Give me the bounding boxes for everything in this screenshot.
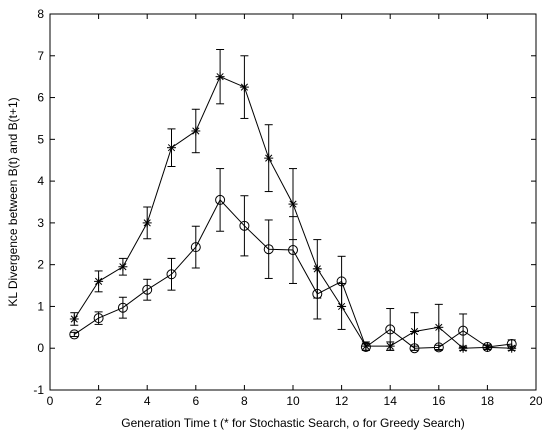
series-1-point [191, 126, 201, 136]
x-tick-label: 4 [144, 394, 151, 408]
x-tick-label: 2 [95, 394, 102, 408]
y-tick-label: 6 [37, 91, 44, 105]
x-tick-label: 8 [241, 394, 248, 408]
x-tick-label: 0 [47, 394, 54, 408]
series-1-point [361, 341, 371, 351]
series-2-point [385, 324, 396, 335]
series-2-point [312, 288, 323, 299]
y-tick-label: 1 [37, 299, 44, 313]
series-1-point [142, 218, 152, 228]
series-2-point [409, 343, 420, 354]
series-2-point [433, 342, 444, 353]
series-1-point [264, 153, 274, 163]
series-1-point [410, 327, 419, 337]
series-1-point [69, 314, 79, 324]
y-tick-label: 4 [37, 174, 44, 188]
series-1-point [385, 341, 395, 351]
series-1-point [94, 276, 104, 286]
series-2-line [74, 199, 512, 349]
series-2-point [288, 245, 298, 256]
series-2-point [69, 329, 80, 340]
y-tick-label: 0 [37, 341, 44, 355]
x-tick-label: 14 [384, 394, 398, 408]
series-1-point [458, 343, 468, 353]
x-tick-label: 6 [192, 394, 199, 408]
y-axis-label: KL Divergence between B(t) and B(t+1) [6, 97, 20, 306]
y-tick-label: 8 [37, 7, 44, 21]
series-2-point [482, 341, 493, 352]
series-1-point [288, 199, 298, 209]
series-1-point [239, 82, 249, 92]
series-1-point [337, 301, 347, 311]
series-2-point [166, 269, 177, 280]
series-1-point [312, 264, 322, 274]
series-2-point [215, 194, 226, 205]
series-2-point [239, 220, 250, 231]
x-tick-label: 18 [481, 394, 495, 408]
series-markers [69, 72, 517, 354]
x-tick-label: 20 [529, 394, 542, 408]
y-tick-label: 7 [37, 49, 44, 63]
series-1-point [482, 342, 492, 352]
x-axis-label: Generation Time t (* for Stochastic Sear… [121, 416, 464, 430]
series-1-point [118, 262, 128, 272]
series-1-point [215, 72, 225, 82]
x-tick-label: 10 [286, 394, 300, 408]
series-2-point [263, 244, 274, 255]
series-2-point [142, 284, 153, 295]
series-2-point [117, 302, 128, 313]
y-tick-label: 5 [37, 132, 44, 146]
series-2-point [506, 339, 517, 350]
series-2-point [93, 313, 104, 324]
y-tick-label: 3 [37, 216, 44, 230]
series-2-point [190, 242, 201, 253]
series-2-point [458, 325, 469, 336]
series-1-point [167, 143, 176, 153]
series-1-point [434, 322, 444, 332]
y-tick-label: 2 [37, 258, 44, 272]
series-2-point [336, 276, 347, 287]
y-tick-label: -1 [33, 383, 44, 397]
series-2-point [360, 341, 371, 352]
x-tick-label: 12 [335, 394, 349, 408]
x-tick-label: 16 [432, 394, 446, 408]
